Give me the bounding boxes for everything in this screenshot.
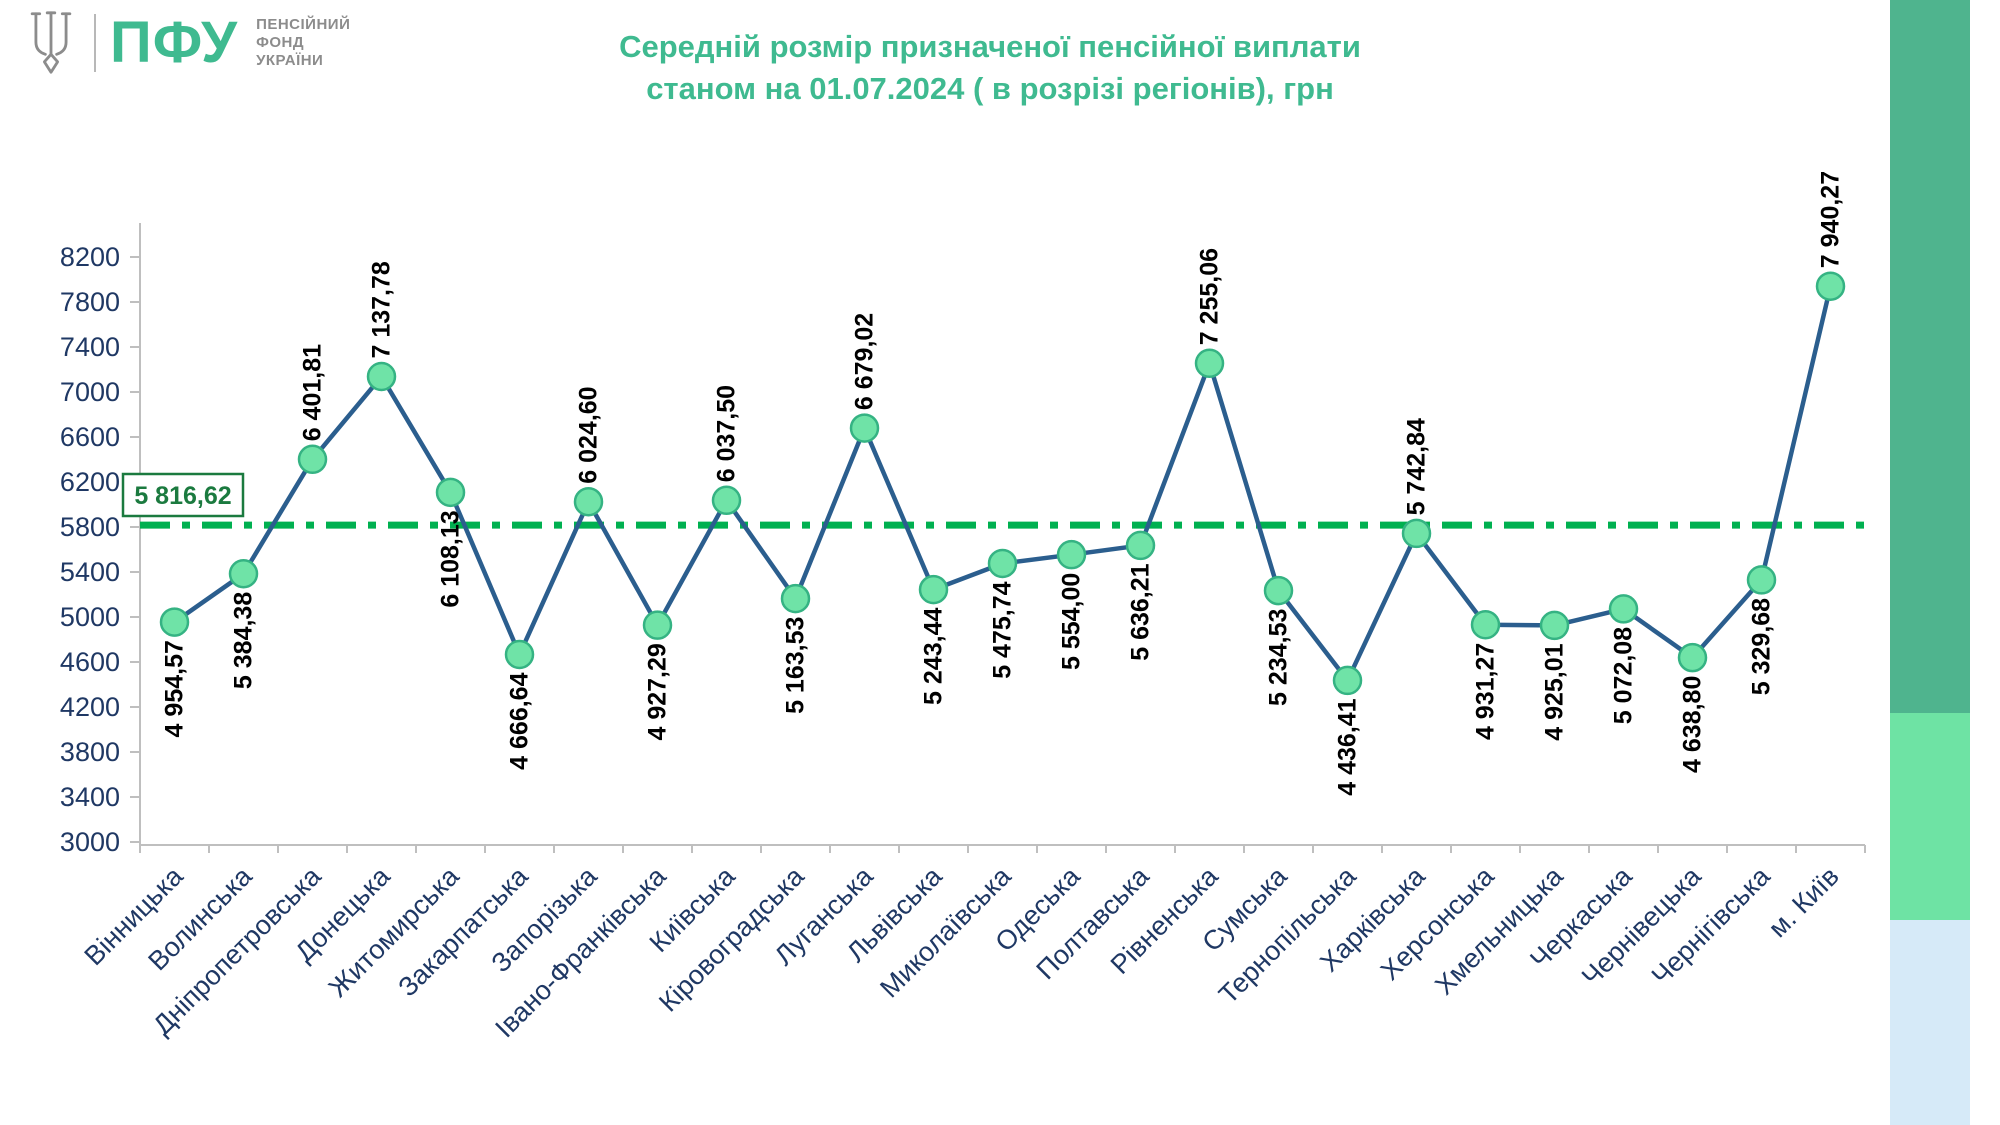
data-point-marker xyxy=(1608,594,1639,624)
data-point-label: 5 243,44 xyxy=(920,608,948,705)
data-point-label: 4 927,29 xyxy=(644,643,672,740)
data-point-label: 5 329,68 xyxy=(1748,598,1776,695)
data-point-marker xyxy=(1056,539,1087,570)
org-line: ПЕНСІЙНИЙ xyxy=(256,16,351,33)
data-point-label: 4 925,01 xyxy=(1541,643,1569,740)
chart-title: Середній розмір призначеної пенсійної ви… xyxy=(450,26,1530,110)
sidebar-band-dark-teal xyxy=(1890,0,1970,713)
chart-title-line1: Середній розмір призначеної пенсійної ви… xyxy=(619,29,1361,64)
data-point-label: 5 384,38 xyxy=(230,592,258,689)
data-point-marker xyxy=(711,485,742,516)
data-point-label: 4 638,80 xyxy=(1679,676,1707,773)
data-point-marker xyxy=(297,444,328,475)
x-axis-category-label: м. Київ xyxy=(1763,861,1845,943)
data-point-marker xyxy=(1746,565,1777,595)
data-point-marker xyxy=(1194,348,1225,379)
data-point-label: 4 954,57 xyxy=(161,640,189,737)
y-axis-tick-label: 7000 xyxy=(60,377,120,407)
org-name: ПЕНСІЙНИЙ ФОНД УКРАЇНИ xyxy=(256,16,350,70)
data-point-marker xyxy=(1263,575,1294,606)
data-point-marker xyxy=(780,583,811,614)
data-point-marker xyxy=(849,413,880,443)
y-axis-tick-label: 3000 xyxy=(60,827,120,857)
pension-line-chart: 3000 3400 3800 4200 4600 5000 5400 5800 6200 6600… xyxy=(60,171,1866,1043)
chart-title-line2: станом на 01.07.2024 ( в розрізі регіоні… xyxy=(646,71,1334,106)
org-line: УКРАЇНИ xyxy=(256,52,324,69)
data-point-marker xyxy=(1401,518,1432,549)
pfu-logo: ПФУ ПЕНСІЙНИЙ ФОНД УКРАЇНИ xyxy=(22,10,350,76)
data-point-marker xyxy=(228,559,259,589)
ukraine-trident-icon xyxy=(30,11,72,74)
data-point-label: 6 108,13 xyxy=(437,510,465,607)
data-point-marker xyxy=(435,477,466,508)
data-point-label: 7 255,06 xyxy=(1196,248,1224,345)
data-point-marker xyxy=(1539,610,1570,641)
logo-divider xyxy=(94,14,96,72)
data-point-marker xyxy=(366,361,397,392)
data-point-marker xyxy=(1332,665,1363,696)
y-axis-tick-label: 4200 xyxy=(60,692,120,722)
data-point-marker xyxy=(1125,530,1156,561)
data-point-label: 5 475,74 xyxy=(989,581,1017,678)
data-point-label: 6 679,02 xyxy=(851,313,879,410)
y-axis-tick-label: 4600 xyxy=(60,647,120,677)
data-point-label: 5 554,00 xyxy=(1058,573,1086,670)
data-point-marker xyxy=(504,639,535,670)
data-point-marker xyxy=(918,574,949,605)
y-axis-tick-label: 3800 xyxy=(60,737,120,767)
data-point-label: 6 024,60 xyxy=(575,386,603,483)
data-point-label: 7 137,78 xyxy=(368,261,396,358)
data-point-label: 7 940,27 xyxy=(1817,171,1845,268)
decorative-side-strip xyxy=(1890,0,1970,1125)
data-point-label: 4 436,41 xyxy=(1334,698,1362,795)
x-axis-category-label: Чернівецька xyxy=(1576,860,1707,991)
average-value-box xyxy=(121,472,245,518)
sidebar-band-mint xyxy=(1890,713,1970,920)
data-point-label: 5 072,08 xyxy=(1610,627,1638,724)
data-point-label: 4 666,64 xyxy=(506,672,534,769)
data-point-marker xyxy=(987,548,1018,579)
sidebar-band-light-blue xyxy=(1890,920,1970,1125)
y-axis-tick-label: 6600 xyxy=(60,422,120,452)
brand-text: ПФУ xyxy=(110,10,239,75)
data-point-label: 4 931,27 xyxy=(1472,643,1500,740)
y-axis-tick-label: 6200 xyxy=(60,467,120,497)
data-point-marker xyxy=(642,610,673,640)
y-axis-tick-label: 7800 xyxy=(60,287,120,317)
data-point-label: 5 636,21 xyxy=(1127,563,1155,660)
y-axis-tick-label: 7400 xyxy=(60,332,120,362)
data-point-marker xyxy=(573,486,604,517)
data-point-label: 5 163,53 xyxy=(782,617,810,714)
data-point-marker xyxy=(1815,271,1846,301)
data-point-marker xyxy=(1677,642,1708,673)
y-axis-tick-label: 8200 xyxy=(60,242,120,272)
y-axis-tick-label: 5400 xyxy=(60,557,120,587)
data-point-label: 6 401,81 xyxy=(299,344,327,441)
average-value-label: 5 816,62 xyxy=(134,482,231,510)
y-axis-tick-label: 5800 xyxy=(60,512,120,542)
org-line: ФОНД xyxy=(256,34,305,51)
data-point-label: 6 037,50 xyxy=(713,385,741,482)
data-point-label: 5 742,84 xyxy=(1403,418,1431,515)
y-axis-tick-label: 3400 xyxy=(60,782,120,812)
y-axis-tick-label: 5000 xyxy=(60,602,120,632)
data-point-marker xyxy=(159,607,190,637)
data-point-marker xyxy=(1470,609,1501,640)
data-point-label: 5 234,53 xyxy=(1265,609,1293,706)
